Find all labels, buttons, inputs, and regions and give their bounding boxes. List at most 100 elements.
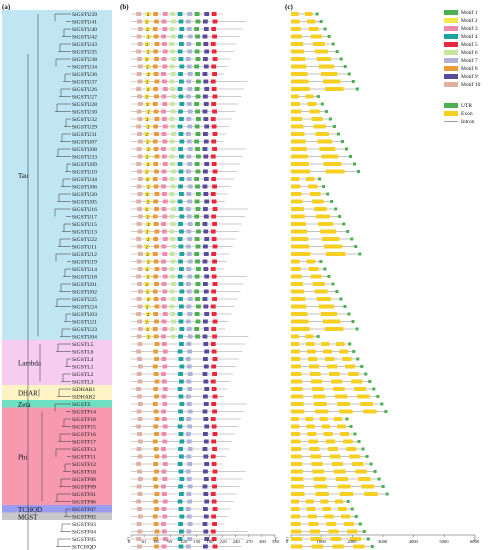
- motif-box: [178, 394, 184, 399]
- gene-name: SiGSTF17: [72, 440, 96, 446]
- motif-box: [212, 222, 217, 226]
- motif-box: [212, 394, 218, 399]
- motif-box: [145, 139, 151, 144]
- axis-c-tick: 2000: [347, 539, 357, 544]
- gene-name: SiGSTU25: [72, 297, 97, 303]
- gene-name: SiGSTU44: [72, 177, 97, 183]
- exon-box: [340, 432, 350, 436]
- motif-box: [187, 184, 193, 189]
- motif-box: [154, 319, 159, 324]
- gene-name: SiGSTU19: [72, 260, 97, 266]
- motif-box: [202, 334, 208, 339]
- motif-box: [153, 387, 159, 391]
- motif-box: [136, 349, 142, 354]
- exon-box: [291, 49, 305, 54]
- exon-box: [320, 72, 338, 76]
- motif-box: [161, 184, 166, 189]
- motif-number: 2: [147, 162, 149, 167]
- exon-box: [331, 379, 343, 384]
- motif-box: [162, 252, 168, 256]
- motif-box: [186, 342, 192, 346]
- utr-box: [348, 342, 352, 346]
- motif-box: [203, 432, 208, 436]
- motif-box: [212, 147, 217, 151]
- motif-box: [170, 49, 176, 54]
- exon-box: [307, 514, 317, 519]
- motif-box: [179, 102, 185, 106]
- motif-box: [153, 334, 159, 339]
- motif-box: [137, 102, 143, 106]
- motif-box: [178, 147, 183, 151]
- gene-name: SiGSTU37: [72, 80, 97, 86]
- motif-number: 2: [146, 57, 148, 62]
- exon-box: [351, 379, 363, 384]
- motif-box: [203, 454, 209, 459]
- utr-box: [347, 72, 351, 76]
- exon-box: [316, 297, 331, 301]
- motif-box: [196, 192, 201, 196]
- exon-box: [291, 342, 300, 346]
- motif-box: [161, 267, 167, 271]
- motif-box: [136, 237, 142, 241]
- motif-box: [179, 64, 185, 69]
- motif-box: [137, 492, 143, 496]
- legend-gene-label: UTR: [461, 103, 472, 109]
- motif-box: [144, 267, 150, 271]
- motif-box: [169, 304, 175, 309]
- motif-box: [153, 184, 159, 189]
- exon-box: [291, 42, 304, 46]
- motif-box: [212, 94, 218, 99]
- motif-box: [162, 402, 168, 406]
- utr-box: [377, 477, 381, 481]
- motif-box: [186, 102, 192, 106]
- motif-box: [154, 192, 160, 196]
- motif-box: [136, 424, 142, 429]
- motif-box: [161, 79, 167, 84]
- motif-box: [161, 154, 167, 159]
- gene-name: SiGSTF04: [72, 530, 96, 536]
- motif-box: [186, 267, 192, 271]
- motif-box: [187, 222, 193, 226]
- utr-box: [360, 365, 364, 368]
- motif-box: [203, 379, 209, 384]
- motif-number: 2: [146, 214, 148, 219]
- utr-box: [346, 230, 350, 233]
- motif-box: [187, 199, 193, 204]
- motif-box: [212, 319, 218, 324]
- motif-box: [179, 177, 185, 181]
- motif-box: [178, 357, 184, 361]
- exon-box: [344, 522, 354, 526]
- gene-name: SiGSTU42: [72, 35, 97, 41]
- motif-box: [204, 537, 210, 541]
- motif-box: [177, 499, 183, 504]
- motif-box: [204, 12, 210, 16]
- exon-box: [322, 237, 340, 241]
- utr-box: [319, 20, 323, 23]
- motif-box: [161, 169, 167, 174]
- motif-box: [137, 57, 142, 61]
- motif-box: [162, 102, 168, 106]
- motif-box: [186, 117, 192, 121]
- motif-box: [203, 139, 209, 144]
- exon-box: [291, 154, 308, 159]
- exon-box: [291, 184, 301, 189]
- motif-box: [211, 162, 217, 166]
- motif-box: [185, 544, 191, 549]
- exon-box: [337, 402, 350, 406]
- motif-box: [178, 522, 183, 526]
- motif-box: [212, 432, 218, 436]
- family-label: Phi: [18, 453, 27, 461]
- motif-box: [195, 19, 201, 24]
- motif-box: [194, 102, 200, 106]
- motif-box: [202, 222, 208, 226]
- legend-motif-swatch: [444, 34, 458, 39]
- exon-box: [306, 177, 315, 181]
- motif-box: [177, 237, 183, 241]
- motif-box: [186, 27, 192, 31]
- motif-box: [136, 49, 142, 54]
- exon-box: [333, 469, 346, 474]
- exon-box: [291, 409, 305, 414]
- motif-box: [170, 259, 176, 264]
- motif-box: [137, 27, 143, 31]
- exon-box: [307, 432, 317, 436]
